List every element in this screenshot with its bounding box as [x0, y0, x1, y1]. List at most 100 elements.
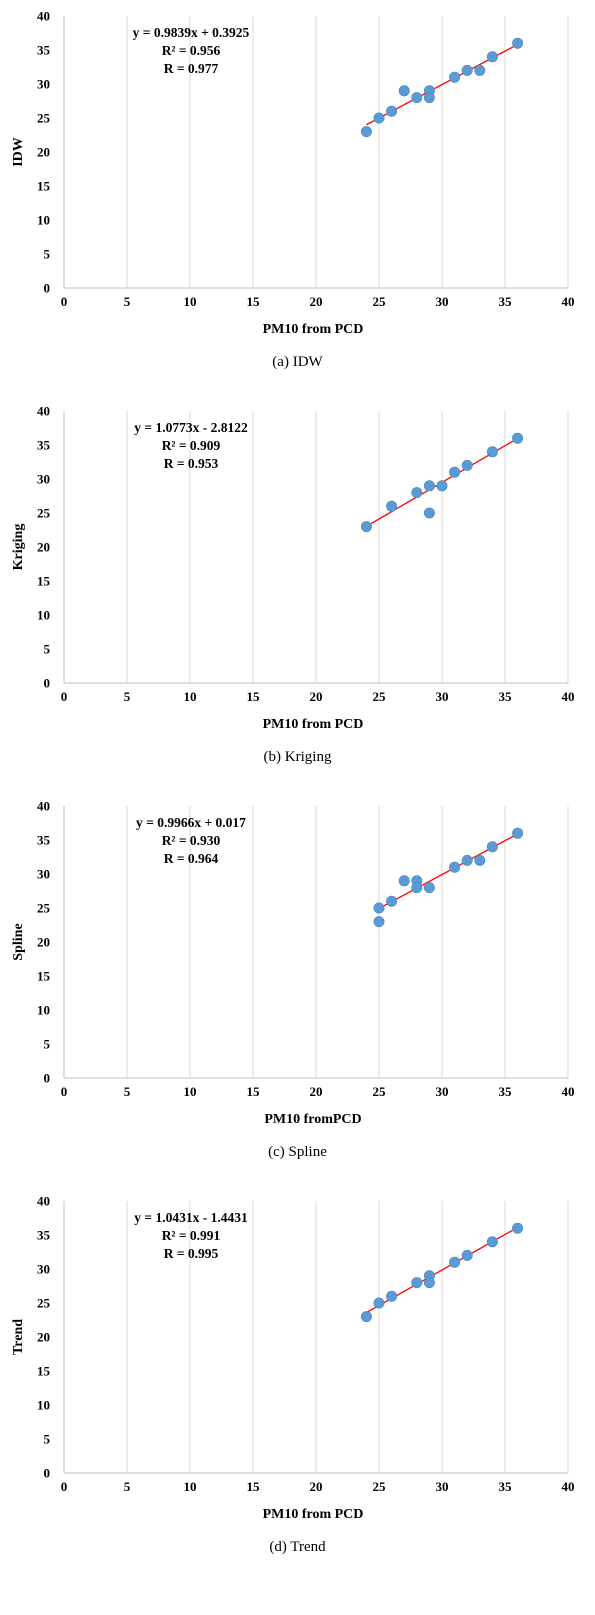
chart-panel-idw: 0 5 10 15 20 25 30 35 40 0 5 10 15 20 25 30 35 40 PM10 fro… — [0, 0, 595, 395]
y-tick-label: 15 — [37, 969, 51, 984]
x-tick-label: 10 — [184, 689, 197, 704]
data-point — [398, 875, 410, 887]
x-axis-label: PM10 from PCD — [263, 1507, 364, 1522]
y-tick-label: 10 — [37, 213, 50, 228]
data-point — [512, 432, 524, 444]
y-tick-label: 40 — [37, 1194, 50, 1209]
data-point — [449, 861, 461, 873]
data-point — [486, 446, 498, 458]
y-tick-label: 15 — [37, 179, 51, 194]
data-point — [423, 507, 435, 519]
x-tick-label: 5 — [124, 1479, 131, 1494]
y-tick-label: 0 — [44, 676, 51, 691]
data-point — [386, 105, 398, 117]
y-axis-label: Kriging — [11, 524, 26, 571]
y-tick-label: 20 — [37, 540, 50, 555]
data-point — [373, 902, 385, 914]
chart-panel-trend: 0 5 10 15 20 25 30 35 40 0 5 10 15 20 25 30 35 40 PM10 fro… — [0, 1185, 595, 1580]
regression-annotation-line: R² = 0.930 — [162, 833, 221, 848]
x-tick-label: 10 — [184, 294, 197, 309]
y-tick-label: 0 — [44, 1466, 51, 1481]
data-point — [512, 37, 524, 49]
data-point — [461, 459, 473, 471]
y-tick-label: 25 — [37, 1296, 51, 1311]
y-tick-label: 5 — [44, 1037, 51, 1052]
x-tick-label: 25 — [373, 1084, 387, 1099]
y-tick-label: 35 — [37, 833, 51, 848]
x-tick-label: 25 — [373, 689, 387, 704]
x-tick-label: 35 — [499, 1479, 513, 1494]
x-tick-label: 15 — [247, 1479, 261, 1494]
x-tick-label: 35 — [499, 689, 513, 704]
data-point — [360, 126, 372, 138]
y-tick-label: 40 — [37, 799, 50, 814]
regression-annotation-line: R = 0.953 — [164, 456, 219, 471]
data-point — [461, 1249, 473, 1261]
chart-panel-kriging: 0 5 10 15 20 25 30 35 40 0 5 10 15 20 25 30 35 40 PM10 fro… — [0, 395, 595, 790]
data-point — [449, 466, 461, 478]
data-point — [411, 882, 423, 894]
scatter-chart-kriging: 0 5 10 15 20 25 30 35 40 0 5 10 15 20 25 30 35 40 PM10 fro… — [11, 404, 575, 733]
x-tick-label: 5 — [124, 1084, 131, 1099]
x-tick-label: 30 — [436, 1084, 449, 1099]
data-point — [386, 1290, 398, 1302]
data-point — [423, 480, 435, 492]
scatter-chart-spline: 0 5 10 15 20 25 30 35 40 0 5 10 15 20 25 30 35 40 PM10 fro… — [11, 799, 575, 1128]
data-point — [398, 85, 410, 97]
chart-caption: (c) Spline — [268, 1144, 327, 1160]
y-axis-label: Spline — [11, 923, 26, 960]
regression-annotation-line: y = 1.0431x - 1.4431 — [134, 1210, 248, 1225]
x-tick-label: 40 — [562, 1479, 575, 1494]
x-tick-label: 10 — [184, 1084, 197, 1099]
x-tick-label: 25 — [373, 294, 387, 309]
y-tick-label: 0 — [44, 281, 51, 296]
regression-annotation-line: R = 0.995 — [164, 1246, 219, 1261]
y-tick-label: 35 — [37, 438, 51, 453]
data-point — [386, 895, 398, 907]
x-tick-label: 10 — [184, 1479, 197, 1494]
x-tick-label: 30 — [436, 294, 449, 309]
y-tick-label: 20 — [37, 145, 50, 160]
x-axis-label: PM10 from PCD — [263, 717, 364, 732]
chart-caption: (b) Kriging — [263, 749, 332, 765]
y-tick-label: 15 — [37, 1364, 51, 1379]
data-point — [449, 71, 461, 83]
y-tick-label: 30 — [37, 472, 50, 487]
x-tick-label: 0 — [61, 294, 68, 309]
y-tick-label: 40 — [37, 404, 50, 419]
y-tick-label: 30 — [37, 867, 50, 882]
x-tick-label: 35 — [499, 1084, 513, 1099]
x-tick-label: 5 — [124, 689, 131, 704]
y-axis-label: Trend — [11, 1319, 26, 1355]
x-tick-label: 15 — [247, 294, 261, 309]
data-point — [360, 521, 372, 533]
x-axis-label: PM10 fromPCD — [264, 1112, 361, 1127]
y-tick-label: 30 — [37, 1262, 50, 1277]
data-point — [436, 480, 448, 492]
data-point — [512, 827, 524, 839]
regression-annotation-line: R² = 0.956 — [162, 43, 221, 58]
y-tick-label: 10 — [37, 608, 50, 623]
data-point — [373, 112, 385, 124]
data-point — [461, 854, 473, 866]
data-point — [411, 92, 423, 104]
scatter-chart-idw: 0 5 10 15 20 25 30 35 40 0 5 10 15 20 25 30 35 40 PM10 fro… — [11, 9, 575, 338]
x-tick-label: 20 — [310, 294, 323, 309]
x-tick-label: 15 — [247, 1084, 261, 1099]
data-point — [486, 841, 498, 853]
x-tick-label: 30 — [436, 1479, 449, 1494]
regression-annotation-line: R² = 0.991 — [162, 1228, 221, 1243]
x-tick-label: 0 — [61, 689, 68, 704]
y-tick-label: 20 — [37, 1330, 50, 1345]
x-tick-label: 40 — [562, 294, 575, 309]
chart-caption: (d) Trend — [269, 1539, 326, 1555]
x-tick-label: 0 — [61, 1084, 68, 1099]
data-point — [474, 64, 486, 76]
y-tick-label: 10 — [37, 1003, 50, 1018]
chart-panel-spline: 0 5 10 15 20 25 30 35 40 0 5 10 15 20 25 30 35 40 PM10 fro… — [0, 790, 595, 1185]
y-tick-label: 35 — [37, 43, 51, 58]
regression-annotation-line: y = 0.9839x + 0.3925 — [133, 25, 250, 40]
regression-annotation-line: y = 1.0773x - 2.8122 — [134, 420, 248, 435]
data-point — [360, 1311, 372, 1323]
x-tick-label: 0 — [61, 1479, 68, 1494]
